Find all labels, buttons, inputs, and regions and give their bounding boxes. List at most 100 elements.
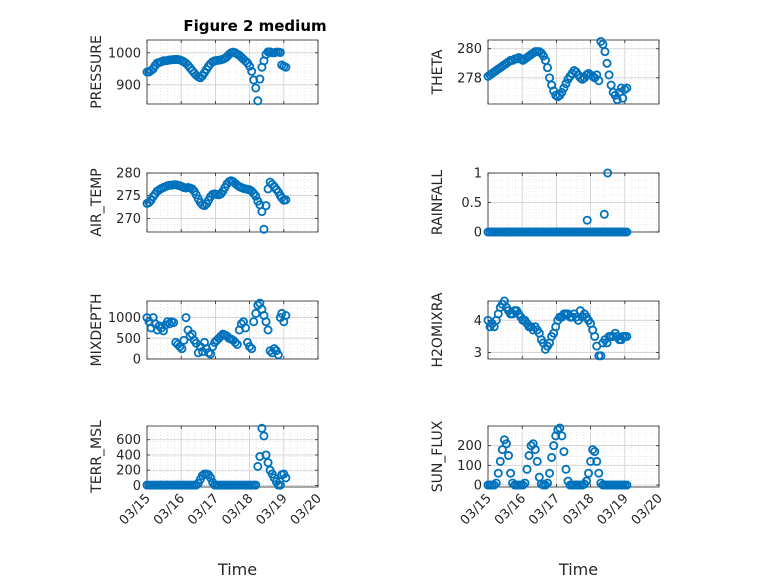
chart-2: 270 275 280 AIR_TEMP — [89, 167, 319, 237]
data-point — [251, 308, 261, 318]
data-point — [594, 76, 604, 86]
data-point — [538, 51, 548, 61]
data-point — [622, 83, 632, 93]
series-points — [142, 47, 291, 106]
y-axis-label: AIR_TEMP — [89, 168, 105, 236]
data-point — [524, 451, 534, 461]
data-point — [590, 447, 600, 457]
y-tick-label: 278 — [457, 71, 482, 86]
data-point — [245, 342, 255, 352]
data-point — [518, 480, 528, 490]
y-tick-label: 1000 — [108, 311, 141, 326]
data-point — [259, 431, 269, 441]
y-tick-label: 0 — [474, 226, 482, 241]
data-point — [281, 195, 291, 205]
data-point — [179, 335, 189, 345]
y-tick-label: 200 — [116, 464, 141, 479]
axes-box — [146, 300, 319, 360]
data-point — [557, 431, 567, 441]
data-point — [240, 323, 250, 333]
y-tick-label: 1000 — [108, 46, 141, 61]
data-point — [582, 215, 592, 225]
data-point — [559, 83, 569, 93]
series-points — [142, 298, 291, 360]
data-point — [281, 473, 291, 483]
data-point — [545, 468, 555, 478]
data-point — [261, 201, 271, 211]
y-tick-label: 100 — [457, 459, 482, 474]
data-point — [261, 450, 271, 460]
y-axis-label: H2OMIXRA — [430, 292, 446, 367]
data-point — [555, 423, 565, 433]
data-point — [581, 476, 591, 486]
data-point — [540, 480, 550, 490]
data-point — [275, 480, 285, 490]
data-point — [216, 331, 226, 341]
y-tick-label: 4 — [474, 314, 482, 329]
data-point — [249, 317, 259, 327]
data-point — [586, 456, 596, 466]
data-point — [273, 350, 283, 360]
data-point — [181, 313, 191, 323]
data-point — [618, 93, 628, 103]
data-point — [247, 344, 257, 354]
series-points — [483, 296, 632, 361]
data-point — [251, 83, 261, 93]
data-point — [547, 452, 557, 462]
x-axis-label: Time — [558, 560, 598, 579]
data-point — [604, 70, 614, 80]
data-point — [253, 96, 263, 106]
data-point — [493, 468, 503, 478]
data-point — [543, 63, 553, 73]
data-point — [599, 209, 609, 219]
data-point — [497, 445, 507, 455]
data-point — [553, 425, 563, 435]
data-point — [603, 168, 613, 178]
data-point — [495, 456, 505, 466]
data-point — [249, 75, 259, 85]
data-point — [590, 331, 600, 341]
data-point — [549, 86, 559, 96]
y-axis-label: THETA — [430, 49, 446, 95]
data-point — [275, 47, 285, 57]
data-point — [253, 461, 263, 471]
data-point — [532, 456, 542, 466]
data-point — [175, 342, 185, 352]
data-point — [491, 478, 501, 488]
data-point — [596, 351, 606, 361]
data-point — [191, 480, 201, 490]
data-point — [144, 197, 154, 207]
y-tick-label: 900 — [116, 78, 141, 93]
figure-title: Figure 2 medium — [183, 17, 326, 35]
y-tick-label: 270 — [116, 212, 141, 227]
y-tick-label: 400 — [116, 448, 141, 463]
y-tick-label: 280 — [457, 42, 482, 57]
data-point — [257, 207, 267, 217]
y-tick-label: 500 — [116, 332, 141, 347]
data-point — [588, 445, 598, 455]
data-point — [163, 317, 173, 327]
y-tick-label: 0 — [133, 479, 141, 494]
chart-5: 3 4 H2OMIXRA — [430, 292, 660, 368]
y-axis-label: MIXDEPTH — [89, 294, 105, 367]
data-point — [602, 58, 612, 68]
data-point — [165, 319, 175, 329]
data-point — [199, 201, 209, 211]
data-point — [489, 480, 499, 490]
data-point — [206, 473, 216, 483]
y-tick-label: 1 — [474, 167, 482, 182]
data-point — [247, 66, 257, 76]
data-point — [622, 480, 632, 490]
data-point — [177, 344, 187, 354]
x-axis-label: Time — [217, 560, 257, 579]
y-tick-label: 280 — [116, 167, 141, 182]
y-tick-label: 600 — [116, 433, 141, 448]
data-point — [169, 318, 179, 328]
data-point — [501, 439, 511, 449]
data-point — [251, 480, 261, 490]
series-points — [483, 168, 632, 237]
y-tick-label: 0 — [474, 479, 482, 494]
axes-box — [146, 172, 319, 233]
